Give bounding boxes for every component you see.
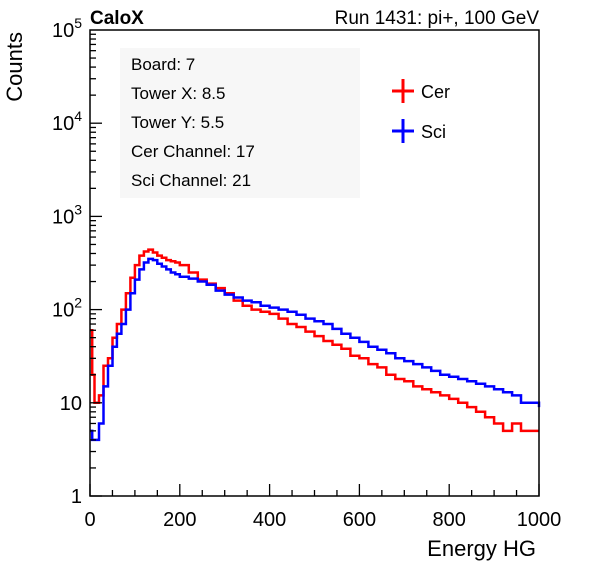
info-board: Board: 7 [131,55,195,74]
y-tick-label: 104 [52,108,82,135]
info-box [120,48,360,198]
series-layer [90,248,541,442]
info-box-text: Board: 7 Tower X: 8.5 Tower Y: 5.5 Cer C… [131,55,255,190]
series-sci-line [90,257,541,442]
legend-cer-label: Cer [421,82,450,102]
x-tick-label: 400 [253,509,286,531]
y-tick-label: 10 [60,393,82,415]
legend: Cer Sci [392,79,450,143]
series-cer-line [90,248,539,433]
info-box-background [120,48,360,198]
experiment-label: CaloX [90,8,144,29]
info-cer-channel: Cer Channel: 17 [131,142,255,161]
y-axis-label: Counts [2,32,27,102]
info-tower-y: Tower Y: 5.5 [131,113,224,132]
x-tick-label: 200 [163,509,196,531]
x-axis: 0 200 400 600 800 1000 [84,484,561,531]
info-tower-x: Tower X: 8.5 [131,84,226,103]
legend-entry-cer: Cer [392,79,450,103]
legend-sci-label: Sci [421,122,446,142]
y-tick-label: 105 [52,15,82,42]
y-axis: 1 10 102 103 104 105 [52,15,102,508]
x-tick-label: 800 [433,509,466,531]
x-tick-label: 600 [343,509,376,531]
run-info-label: Run 1431: pi+, 100 GeV [335,8,540,29]
x-tick-label: 1000 [517,509,562,531]
y-tick-label: 1 [71,486,82,508]
x-tick-label: 0 [84,509,95,531]
legend-entry-sci: Sci [392,119,446,143]
y-tick-label: 103 [52,201,82,228]
info-sci-channel: Sci Channel: 21 [131,171,251,190]
x-axis-label: Energy HG [427,536,536,561]
y-tick-label: 102 [52,295,82,322]
